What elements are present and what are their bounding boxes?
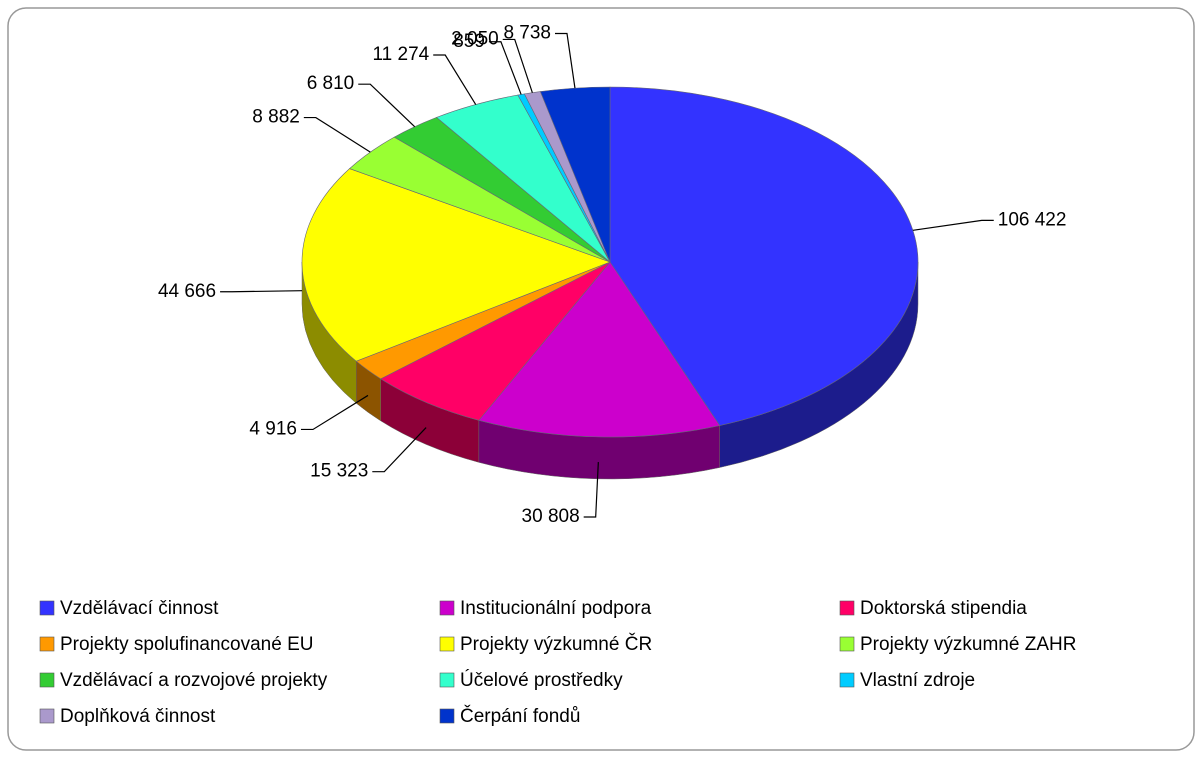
data-label: 8 882	[252, 107, 300, 128]
legend-label: Projekty výzkumné ZAHR	[860, 634, 1076, 655]
leader-line	[912, 219, 994, 231]
leader-line	[372, 427, 427, 473]
legend-swatch	[439, 672, 455, 688]
legend-label: Projekty výzkumné ČR	[460, 633, 652, 655]
legend-label: Institucionální podpora	[460, 598, 652, 619]
legend-label: Čerpání fondů	[460, 705, 580, 727]
legend-swatch	[439, 600, 455, 616]
legend-swatch	[839, 672, 855, 688]
data-label: 30 808	[522, 506, 580, 527]
data-label: 8 738	[503, 23, 551, 44]
legend-label: Vzdělávací a rozvojové projekty	[60, 670, 328, 691]
leader-line	[502, 38, 533, 93]
slice	[380, 261, 611, 421]
legend-label: Projekty spolufinancované EU	[60, 634, 313, 655]
data-label: 2 050	[451, 28, 499, 49]
slice	[609, 86, 919, 426]
legend-swatch	[39, 636, 55, 652]
leader-line	[433, 54, 477, 105]
data-label: 859	[453, 31, 485, 52]
leader-line	[220, 290, 303, 293]
slice	[478, 261, 721, 438]
leader-line	[554, 32, 576, 89]
leader-line	[300, 394, 369, 431]
data-label: 4 916	[249, 418, 297, 439]
legend-swatch	[439, 636, 455, 652]
legend-swatch	[39, 672, 55, 688]
slice	[301, 168, 611, 362]
legend-swatch	[839, 636, 855, 652]
data-label: 106 422	[998, 209, 1067, 230]
data-label: 6 810	[307, 73, 355, 94]
legend-label: Vzdělávací činnost	[60, 598, 219, 619]
data-label: 44 666	[158, 281, 216, 302]
legend-label: Doplňková činnost	[60, 706, 216, 727]
legend-label: Účelové prostředky	[460, 669, 623, 691]
slice	[539, 86, 611, 263]
data-label: 11 274	[373, 44, 430, 65]
leader-line	[583, 462, 599, 518]
legend-swatch	[39, 708, 55, 724]
legend-swatch	[39, 600, 55, 616]
legend-label: Vlastní zdroje	[860, 670, 975, 691]
legend-label: Doktorská stipendia	[860, 598, 1027, 619]
leader-line	[303, 116, 371, 153]
leader-line	[488, 41, 522, 95]
leader-line	[358, 83, 416, 128]
data-label: 15 323	[310, 461, 368, 482]
legend-swatch	[839, 600, 855, 616]
legend-swatch	[439, 708, 455, 724]
